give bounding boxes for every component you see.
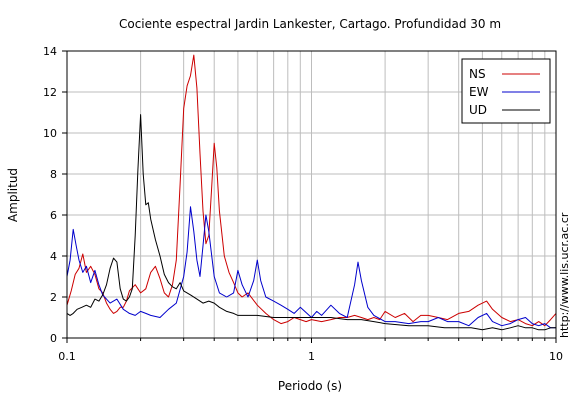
watermark-url: http://www.lis.ucr.ac.cr — [558, 212, 571, 338]
x-tick-label: 0.1 — [58, 350, 76, 363]
y-tick-label: 6 — [50, 209, 57, 222]
y-tick-label: 10 — [43, 127, 57, 140]
y-tick-label: 12 — [43, 86, 57, 99]
legend-box — [461, 58, 551, 124]
x-tick-label: 1 — [308, 350, 315, 363]
legend: NS EW UD — [461, 58, 551, 124]
chart-title: Cociente espectral Jardin Lankester, Car… — [119, 17, 501, 31]
legend-label-ns: NS — [469, 67, 486, 81]
y-tick-label: 4 — [50, 250, 57, 263]
y-tick-label: 0 — [50, 332, 57, 345]
y-tick-label: 8 — [50, 168, 57, 181]
x-tick-label: 10 — [549, 350, 563, 363]
data-series — [66, 54, 557, 331]
legend-label-ew: EW — [469, 85, 489, 99]
y-tick-label: 14 — [43, 45, 57, 58]
series-line-ud — [66, 114, 556, 331]
legend-label-ud: UD — [469, 103, 487, 117]
y-axis-label: Amplitud — [6, 168, 20, 222]
series-line-ew — [66, 206, 556, 329]
x-axis-label: Periodo (s) — [278, 379, 342, 393]
axis-ticks: 0.1 1 10 0 2 4 6 8 10 12 14 — [43, 45, 563, 363]
y-tick-label: 2 — [50, 291, 57, 304]
grid-lines — [67, 51, 556, 338]
